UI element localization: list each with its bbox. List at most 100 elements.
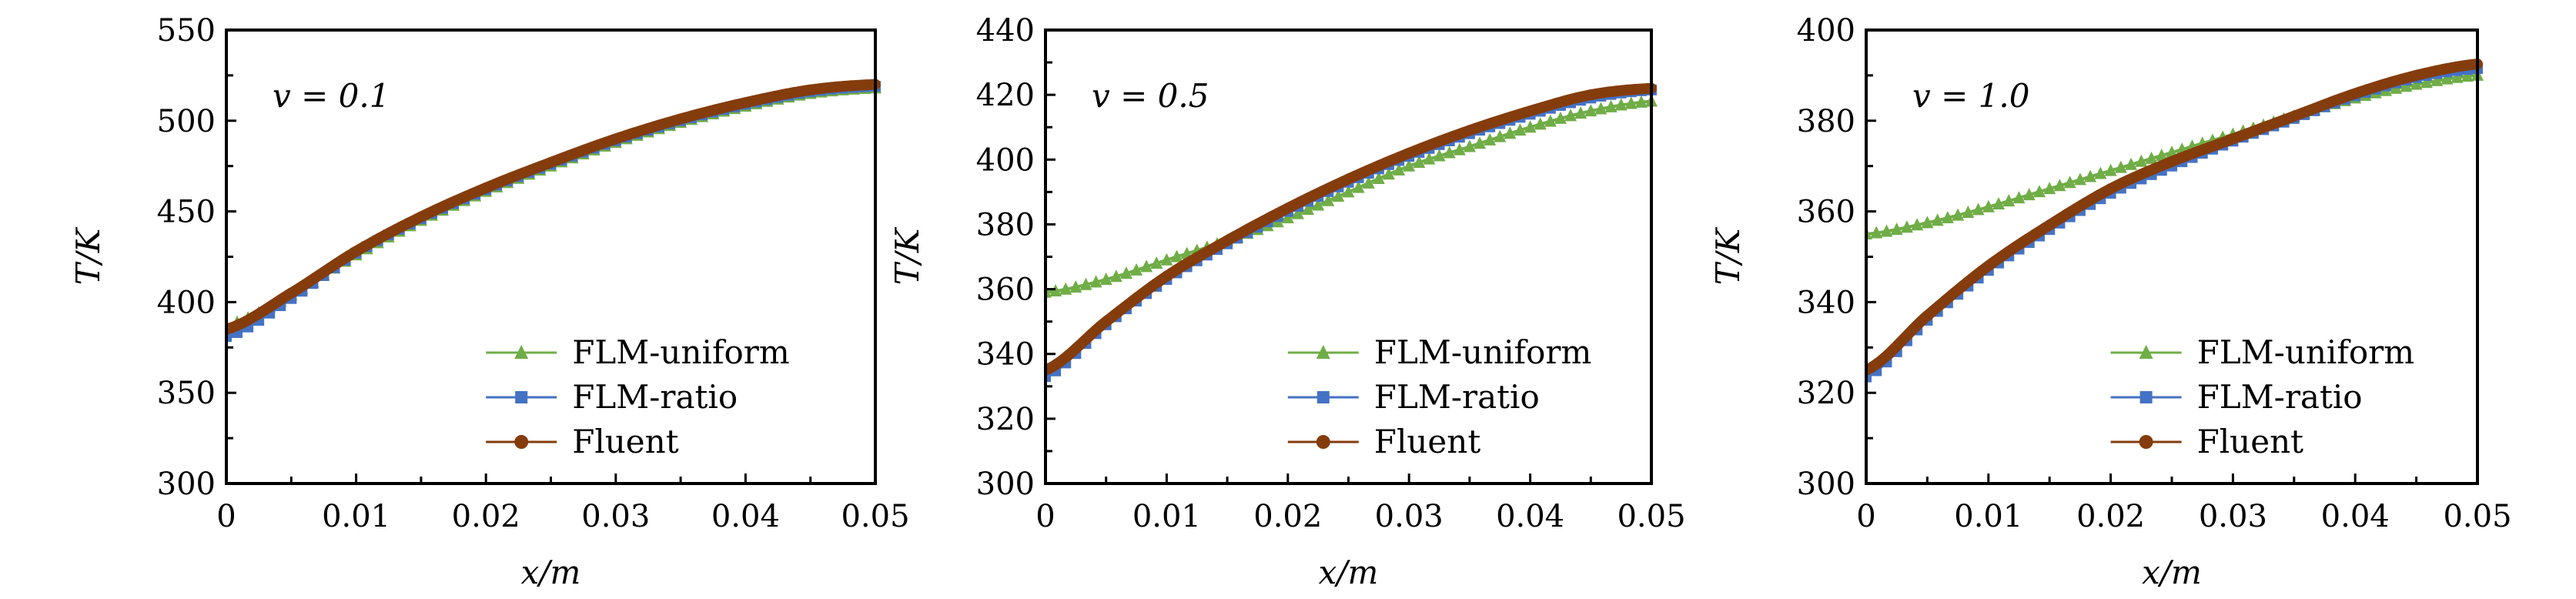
y-tick-label: 320: [1797, 376, 1855, 411]
data-point: [1343, 173, 1354, 185]
triangle-marker: [1281, 211, 1294, 224]
y-tick-label: 340: [976, 337, 1035, 373]
x-tick-label: 0.05: [2443, 499, 2511, 534]
legend: FLM-uniform FLM-ratio Fluent: [2110, 333, 2415, 460]
data-point: [1161, 270, 1173, 282]
triangle-marker: [1393, 162, 1406, 176]
triangle-marker: [2441, 72, 2454, 85]
x-axis-label: x/m: [2142, 554, 2202, 591]
triangle-marker: [1604, 99, 1618, 112]
x-tick-label: 0: [1856, 499, 1875, 534]
chart-panel-3: 0 0.01 0.02 0.03 0.04 0.05 300 320 340 360 380 400 x…: [1709, 13, 2512, 591]
triangle-marker: [2114, 160, 2127, 173]
y-tick-label: 300: [1797, 467, 1855, 502]
legend-item: FLM-uniform: [486, 333, 790, 371]
data-point: [480, 182, 492, 193]
triangle-marker: [1119, 266, 1132, 279]
y-tick-label: 440: [976, 13, 1035, 49]
y-axis-label: T/K: [888, 226, 926, 285]
data-point: [545, 156, 557, 168]
triangle-marker: [1099, 272, 1112, 285]
triangle-marker: [1463, 139, 1476, 152]
triangle-marker: [1574, 106, 1587, 119]
x-tick-label: 0.04: [2321, 499, 2390, 534]
square-marker: [226, 331, 232, 343]
triangle-marker: [2043, 182, 2056, 195]
data-point: [286, 287, 297, 299]
triangle-marker: [2410, 77, 2423, 90]
triangle-marker: [1941, 210, 1954, 223]
legend-label: FLM-ratio: [2197, 378, 2363, 416]
triangle-marker: [2430, 73, 2444, 86]
x-tick-label: 0.04: [1496, 499, 1564, 534]
legend-item: FLM-ratio: [1287, 378, 1540, 416]
triangle-marker: [1564, 109, 1577, 122]
data-point: [2166, 156, 2177, 167]
data-point: [805, 84, 816, 95]
series-line: [226, 85, 876, 339]
data-point: [1524, 105, 1536, 117]
triangle-marker: [1453, 142, 1466, 156]
x-tick-label: 0: [216, 499, 236, 534]
data-point: [1222, 235, 1233, 246]
x-tick-label: 0.01: [1132, 499, 1201, 534]
x-tick-label: 0.02: [1253, 499, 1322, 534]
triangle-marker: [1352, 180, 1365, 193]
circle-icon: [514, 435, 529, 449]
y-tick-label: 320: [976, 402, 1035, 437]
triangle-marker: [2073, 172, 2086, 186]
x-tick-label: 0.05: [1617, 499, 1685, 534]
triangle-marker: [1109, 269, 1122, 283]
y-tick-label: 450: [157, 195, 216, 230]
triangle-marker: [1900, 220, 1913, 233]
y-tick-label: 400: [157, 285, 216, 320]
data-point: [2044, 219, 2056, 231]
legend-item: FLM-ratio: [2110, 378, 2363, 416]
legend: FLM-uniform FLM-ratio Fluent: [486, 333, 790, 460]
square-icon: [2139, 391, 2153, 403]
legend-label: Fluent: [1374, 423, 1481, 460]
y-tick-label: 550: [157, 13, 216, 49]
triangle-marker: [1524, 120, 1537, 133]
triangle-marker: [1544, 114, 1557, 127]
legend-label: Fluent: [2197, 423, 2304, 460]
triangle-marker: [1372, 172, 1385, 185]
triangle-marker: [1614, 98, 1628, 111]
square-icon: [1316, 391, 1330, 403]
x-tick-label: 0: [1035, 499, 1055, 534]
circle-icon: [2139, 435, 2153, 449]
triangle-marker: [1880, 224, 1893, 237]
legend-item: Fluent: [2110, 423, 2304, 460]
triangle-marker: [1484, 132, 1497, 146]
triangle-marker: [1140, 259, 1153, 273]
chart-panel-1: 0 0.01 0.02 0.03 0.04 0.05 300 350 400 450 500 550 x…: [69, 13, 910, 591]
chart-panel-2: 0 0.01 0.02 0.03 0.04 0.05 300 320 340 360 380 400 4…: [888, 13, 1686, 591]
triangle-marker: [1534, 117, 1547, 130]
legend-item: FLM-ratio: [486, 378, 738, 416]
triangle-marker: [1931, 213, 1944, 226]
y-axis-label: T/K: [1709, 226, 1747, 285]
triangle-icon: [1316, 345, 1330, 359]
y-tick-label: 340: [1797, 285, 1855, 320]
triangle-marker: [1554, 111, 1567, 124]
triangle-marker: [1342, 185, 1355, 198]
series-fluent: [226, 79, 881, 335]
triangle-marker: [2053, 179, 2066, 192]
legend-label: FLM-uniform: [2197, 333, 2415, 371]
square-marker: [1866, 371, 1872, 383]
legend-item: FLM-uniform: [1287, 333, 1591, 371]
series-fluent: [1045, 82, 1657, 376]
triangle-marker: [1089, 275, 1102, 288]
triangle-marker: [2063, 176, 2076, 189]
triangle-marker: [2002, 194, 2016, 207]
triangle-marker: [1474, 136, 1487, 149]
triangle-marker: [1150, 256, 1163, 269]
triangle-marker: [1291, 206, 1304, 219]
data-point: [1100, 316, 1112, 327]
x-axis-label: x/m: [521, 554, 581, 591]
data-point: [2350, 88, 2361, 99]
triangle-marker: [1982, 199, 1995, 212]
triangle-marker: [1069, 279, 1082, 293]
velocity-annotation: v = 0.1: [273, 77, 390, 115]
y-tick-label: 380: [1797, 104, 1855, 139]
